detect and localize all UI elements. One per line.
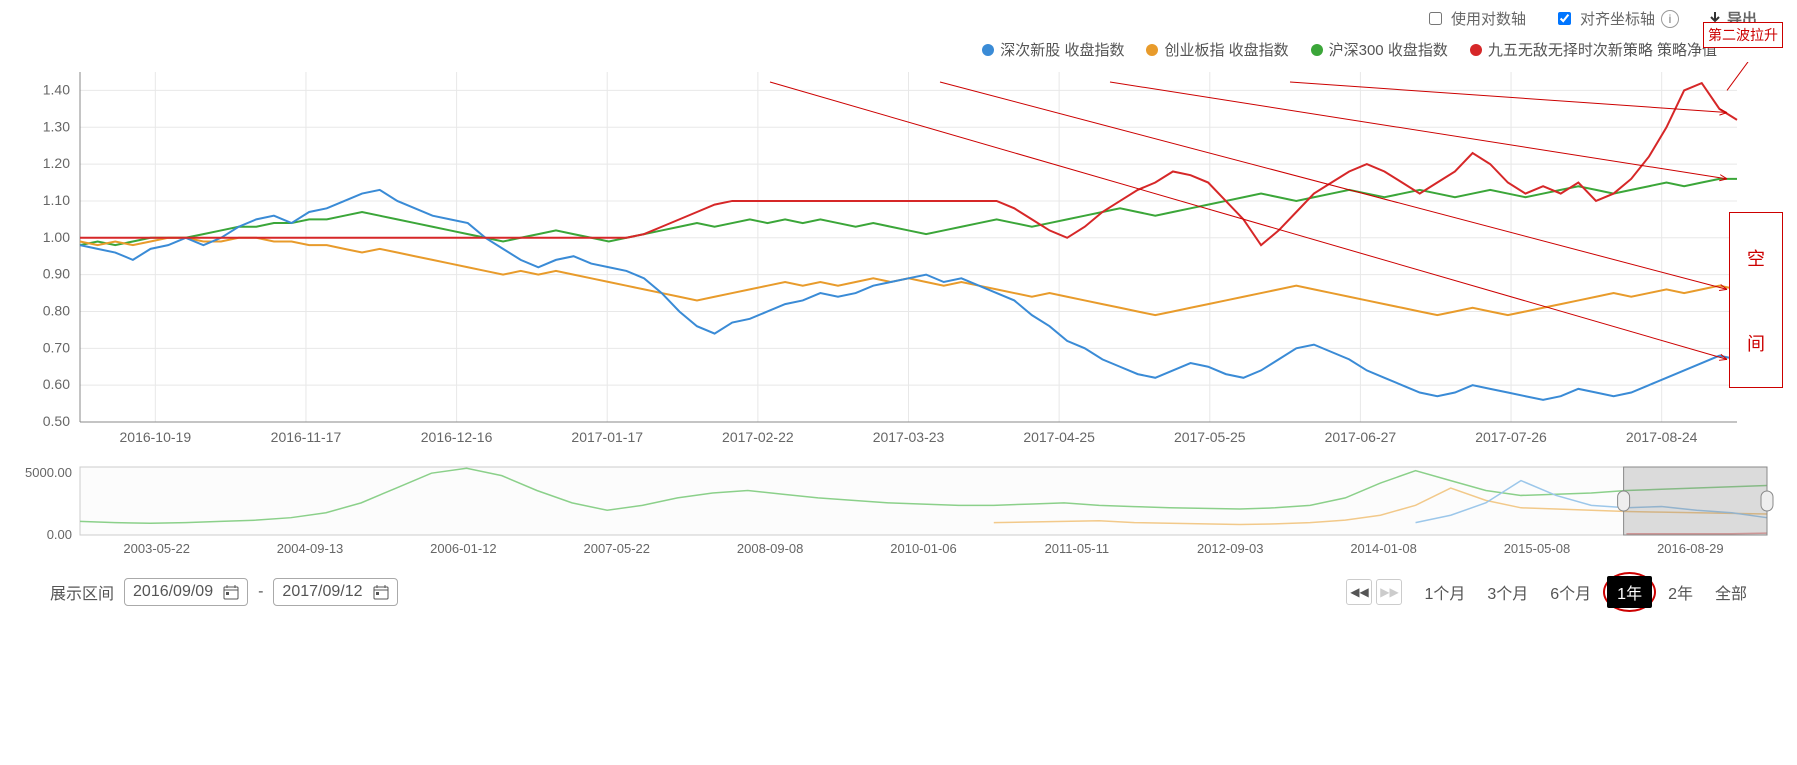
svg-text:2014-01-08: 2014-01-08	[1350, 541, 1417, 556]
nav-prev-button[interactable]: ◀◀	[1346, 579, 1372, 605]
svg-text:1.40: 1.40	[43, 81, 70, 97]
svg-text:2016-08-29: 2016-08-29	[1657, 541, 1724, 556]
svg-text:1.30: 1.30	[43, 118, 70, 134]
svg-text:2017-07-26: 2017-07-26	[1475, 429, 1547, 445]
annotation-second-wave: 第二波拉升	[1703, 22, 1783, 48]
main-chart[interactable]: 0.50 0.60 0.70 0.80 0.90 1.00 1.10 1.20 1.30 1.40…	[0, 62, 1797, 457]
svg-text:2004-09-13: 2004-09-13	[277, 541, 344, 556]
align-axis-checkbox[interactable]	[1558, 12, 1571, 25]
chart-toolbar: 使用对数轴 对齐坐标轴 i 导出	[0, 0, 1797, 33]
svg-text:2016-10-19: 2016-10-19	[120, 429, 192, 445]
svg-text:2007-05-22: 2007-05-22	[584, 541, 651, 556]
overview-chart[interactable]: 0.00 5000.00 2003-05-22 2004-09-13 2006-01-1…	[0, 462, 1797, 557]
start-date-value: 2016/09/09	[133, 583, 213, 601]
period-highlight-ring: 1年	[1603, 572, 1656, 612]
period-button[interactable]: 1个月	[1414, 576, 1475, 608]
svg-text:0.50: 0.50	[43, 413, 70, 429]
range-controls: 展示区间 2016/09/09 - 2017/09/12 ◀◀ ▶▶ 1个月3个…	[0, 562, 1797, 622]
svg-text:1.00: 1.00	[43, 229, 70, 245]
chart-legend: 深次新股 收盘指数 创业板指 收盘指数 沪深300 收盘指数 九五无敌无择时次新策略 …	[0, 33, 1797, 62]
end-date-value: 2017/09/12	[282, 583, 362, 601]
svg-text:2003-05-22: 2003-05-22	[123, 541, 190, 556]
log-axis-label: 使用对数轴	[1451, 8, 1526, 29]
legend-label: 深次新股 收盘指数	[1000, 39, 1124, 60]
svg-text:0.90: 0.90	[43, 266, 70, 282]
period-button[interactable]: 3个月	[1477, 576, 1538, 608]
svg-text:2017-02-22: 2017-02-22	[722, 429, 794, 445]
legend-label: 九五无敌无择时次新策略 策略净值	[1488, 39, 1717, 60]
period-button[interactable]: 2年	[1658, 576, 1703, 608]
brush-handle[interactable]	[1618, 491, 1630, 511]
period-button[interactable]: 全部	[1705, 576, 1757, 608]
annotation-gap-bottom: 间	[1747, 330, 1765, 356]
legend-dot	[1146, 44, 1158, 56]
start-date-input[interactable]: 2016/09/09	[124, 578, 248, 606]
annotation-gap-top: 空	[1747, 245, 1765, 271]
svg-text:0.00: 0.00	[47, 527, 72, 542]
period-nav: ◀◀ ▶▶ 1个月3个月6个月1年2年全部	[1346, 572, 1757, 612]
svg-text:0.70: 0.70	[43, 339, 70, 355]
legend-item[interactable]: 九五无敌无择时次新策略 策略净值	[1470, 39, 1717, 60]
legend-dot	[1470, 44, 1482, 56]
info-icon[interactable]: i	[1661, 10, 1679, 28]
annotation-gap-box: 空 间	[1729, 212, 1783, 388]
legend-item[interactable]: 深次新股 收盘指数	[982, 39, 1124, 60]
svg-text:0.60: 0.60	[43, 376, 70, 392]
legend-label: 创业板指 收盘指数	[1164, 39, 1288, 60]
legend-item[interactable]: 沪深300 收盘指数	[1311, 39, 1448, 60]
svg-text:2012-09-03: 2012-09-03	[1197, 541, 1264, 556]
svg-text:2016-12-16: 2016-12-16	[421, 429, 493, 445]
log-axis-toggle[interactable]: 使用对数轴	[1425, 8, 1526, 29]
svg-text:1.20: 1.20	[43, 155, 70, 171]
svg-text:2017-04-25: 2017-04-25	[1023, 429, 1095, 445]
svg-text:2017-03-23: 2017-03-23	[873, 429, 945, 445]
svg-text:0.80: 0.80	[43, 302, 70, 318]
date-separator: -	[258, 583, 263, 601]
svg-text:2006-01-12: 2006-01-12	[430, 541, 497, 556]
range-label: 展示区间	[50, 580, 114, 604]
legend-dot	[1311, 44, 1323, 56]
align-axis-toggle[interactable]: 对齐坐标轴 i	[1554, 8, 1679, 29]
svg-text:2017-05-25: 2017-05-25	[1174, 429, 1246, 445]
align-axis-label: 对齐坐标轴	[1580, 8, 1655, 29]
svg-text:2015-05-08: 2015-05-08	[1504, 541, 1571, 556]
svg-text:2008-09-08: 2008-09-08	[737, 541, 804, 556]
svg-text:2010-01-06: 2010-01-06	[890, 541, 957, 556]
nav-next-button[interactable]: ▶▶	[1376, 579, 1402, 605]
svg-text:5000.00: 5000.00	[25, 465, 72, 480]
legend-dot	[982, 44, 994, 56]
legend-item[interactable]: 创业板指 收盘指数	[1146, 39, 1288, 60]
svg-text:2016-11-17: 2016-11-17	[271, 429, 342, 445]
end-date-input[interactable]: 2017/09/12	[273, 578, 397, 606]
legend-label: 沪深300 收盘指数	[1329, 39, 1448, 60]
svg-text:2017-08-24: 2017-08-24	[1626, 429, 1698, 445]
calendar-icon	[223, 584, 239, 600]
svg-text:2017-06-27: 2017-06-27	[1325, 429, 1397, 445]
calendar-icon	[373, 584, 389, 600]
svg-text:2017-01-17: 2017-01-17	[571, 429, 643, 445]
period-button[interactable]: 1年	[1607, 576, 1652, 608]
svg-text:2011-05-11: 2011-05-11	[1045, 541, 1110, 556]
period-button[interactable]: 6个月	[1540, 576, 1601, 608]
brush-handle[interactable]	[1761, 491, 1773, 511]
log-axis-checkbox[interactable]	[1429, 12, 1442, 25]
svg-text:1.10: 1.10	[43, 192, 70, 208]
